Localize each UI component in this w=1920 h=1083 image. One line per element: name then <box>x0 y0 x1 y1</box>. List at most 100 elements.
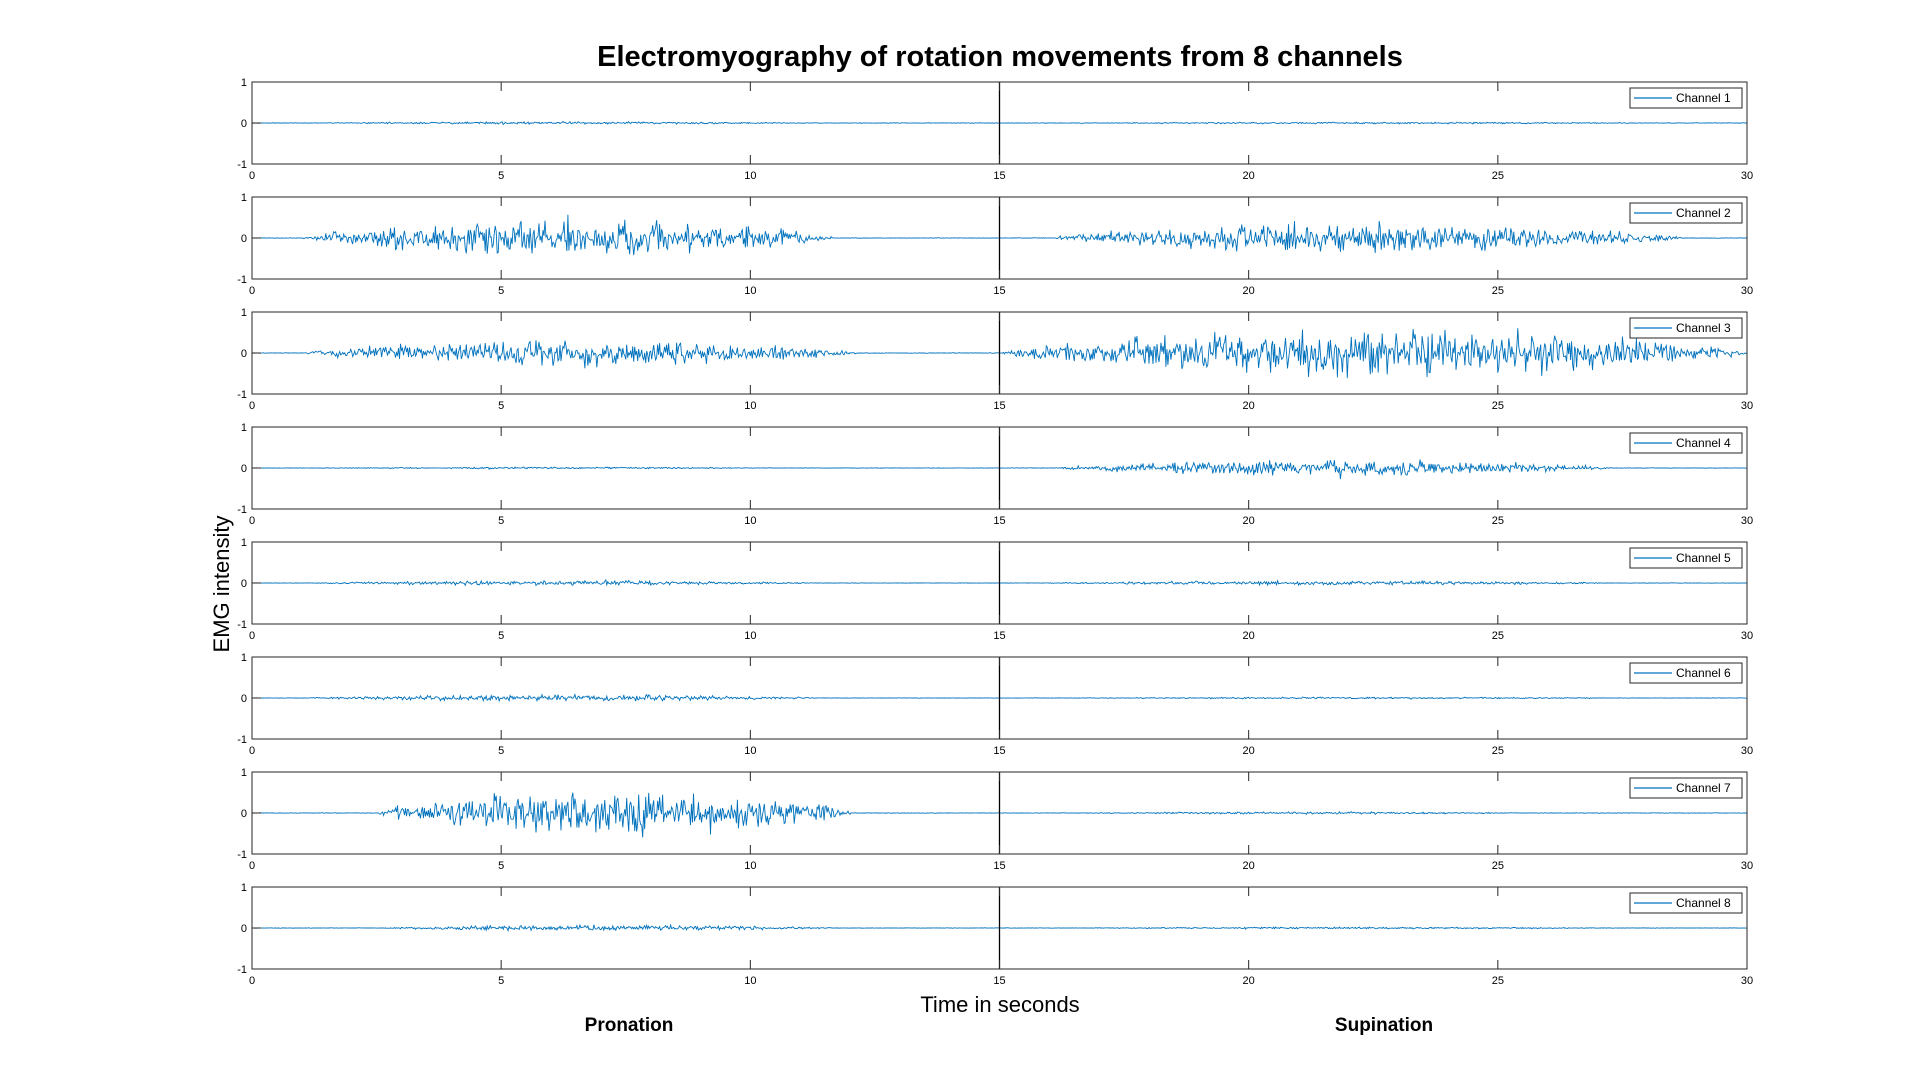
legend-channel-5: Channel 5 <box>1629 547 1743 569</box>
x-tick-label: 20 <box>1243 975 1255 987</box>
x-tick-label: 30 <box>1741 170 1753 182</box>
legend-box <box>1629 547 1743 569</box>
y-tick-label: 0 <box>241 923 247 935</box>
legend-label: Channel 1 <box>1676 91 1731 105</box>
y-tick-label: -1 <box>237 964 247 976</box>
x-tick-label: 25 <box>1492 170 1504 182</box>
y-tick-label: 0 <box>241 693 247 705</box>
phase-label-pronation: Pronation <box>585 1015 674 1036</box>
x-tick-label: 20 <box>1243 860 1255 872</box>
y-tick-label: 1 <box>241 767 247 779</box>
y-tick-label: -1 <box>237 504 247 516</box>
legend-box <box>1629 432 1743 454</box>
y-tick-label: 1 <box>241 652 247 664</box>
x-tick-label: 5 <box>498 975 504 987</box>
x-tick-label: 10 <box>744 515 756 527</box>
legend-label: Channel 6 <box>1676 666 1731 680</box>
legend-label: Channel 7 <box>1676 781 1731 795</box>
y-tick-label: -1 <box>237 159 247 171</box>
x-tick-label: 0 <box>249 515 255 527</box>
x-tick-label: 20 <box>1243 630 1255 642</box>
legend-channel-8: Channel 8 <box>1629 892 1743 914</box>
x-tick-label: 25 <box>1492 630 1504 642</box>
x-tick-label: 30 <box>1741 860 1753 872</box>
x-tick-label: 5 <box>498 860 504 872</box>
x-tick-label: 0 <box>249 745 255 757</box>
legend-label: Channel 3 <box>1676 321 1731 335</box>
x-tick-label: 15 <box>993 975 1005 987</box>
x-tick-label: 25 <box>1492 400 1504 412</box>
y-tick-label: 0 <box>241 348 247 360</box>
legend-channel-7: Channel 7 <box>1629 777 1743 799</box>
y-tick-label: 0 <box>241 118 247 130</box>
x-tick-label: 20 <box>1243 285 1255 297</box>
y-tick-label: -1 <box>237 619 247 631</box>
x-tick-label: 10 <box>744 170 756 182</box>
x-tick-label: 10 <box>744 285 756 297</box>
legend-channel-4: Channel 4 <box>1629 432 1743 454</box>
x-tick-label: 20 <box>1243 400 1255 412</box>
x-tick-label: 15 <box>993 745 1005 757</box>
y-tick-label: 1 <box>241 192 247 204</box>
x-tick-label: 5 <box>498 170 504 182</box>
y-tick-label: 0 <box>241 233 247 245</box>
x-tick-label: 15 <box>993 515 1005 527</box>
x-tick-label: 30 <box>1741 400 1753 412</box>
y-tick-label: 0 <box>241 808 247 820</box>
x-tick-label: 15 <box>993 400 1005 412</box>
x-tick-label: 0 <box>249 630 255 642</box>
x-tick-label: 25 <box>1492 745 1504 757</box>
legend-channel-2: Channel 2 <box>1629 202 1743 224</box>
legend-box <box>1629 202 1743 224</box>
x-tick-label: 5 <box>498 515 504 527</box>
x-tick-label: 20 <box>1243 515 1255 527</box>
x-tick-label: 5 <box>498 745 504 757</box>
x-tick-label: 30 <box>1741 285 1753 297</box>
x-tick-label: 25 <box>1492 975 1504 987</box>
x-tick-label: 0 <box>249 400 255 412</box>
x-axis-label: Time in seconds <box>920 992 1079 1017</box>
x-tick-label: 30 <box>1741 630 1753 642</box>
x-tick-label: 0 <box>249 975 255 987</box>
legend-channel-6: Channel 6 <box>1629 662 1743 684</box>
legend-label: Channel 4 <box>1676 436 1731 450</box>
legend-box <box>1629 777 1743 799</box>
legend-label: Channel 2 <box>1676 206 1731 220</box>
x-tick-label: 10 <box>744 400 756 412</box>
legend-box <box>1629 892 1743 914</box>
y-tick-label: 0 <box>241 463 247 475</box>
x-tick-label: 20 <box>1243 745 1255 757</box>
x-tick-label: 30 <box>1741 745 1753 757</box>
y-tick-label: 0 <box>241 578 247 590</box>
x-tick-label: 10 <box>744 630 756 642</box>
x-tick-label: 5 <box>498 630 504 642</box>
legend-box <box>1629 662 1743 684</box>
y-tick-label: -1 <box>237 274 247 286</box>
phase-label-supination: Supination <box>1335 1015 1433 1036</box>
x-tick-label: 15 <box>993 170 1005 182</box>
x-tick-label: 25 <box>1492 860 1504 872</box>
chart-title: Electromyography of rotation movements f… <box>597 41 1403 73</box>
y-tick-label: -1 <box>237 849 247 861</box>
x-tick-label: 10 <box>744 745 756 757</box>
x-tick-label: 30 <box>1741 975 1753 987</box>
x-tick-label: 5 <box>498 400 504 412</box>
x-tick-label: 15 <box>993 630 1005 642</box>
y-tick-label: -1 <box>237 389 247 401</box>
y-tick-label: 1 <box>241 882 247 894</box>
x-tick-label: 25 <box>1492 515 1504 527</box>
legend-box <box>1629 87 1743 109</box>
y-axis-label: EMG intensity <box>209 516 234 653</box>
legend-label: Channel 8 <box>1676 896 1731 910</box>
x-tick-label: 0 <box>249 285 255 297</box>
y-tick-label: 1 <box>241 422 247 434</box>
